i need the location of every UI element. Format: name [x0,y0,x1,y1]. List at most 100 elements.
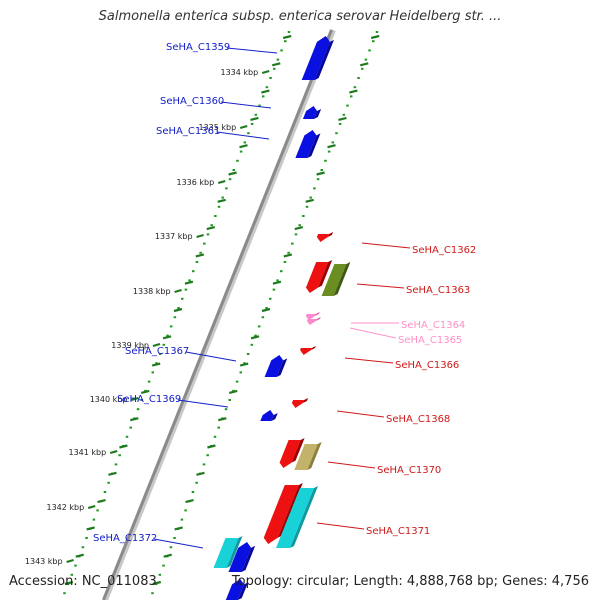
right-major-tick [272,280,282,285]
gene-label-leader [327,461,376,469]
left-major-tick [140,389,150,394]
map-title: Salmonella enterica subsp. enterica sero… [98,9,502,24]
scale-tick-mark [174,288,182,294]
gene-label: SeHA_C1359 [166,42,230,53]
right-major-tick [261,307,271,313]
scale-tick-label: 1338 kbp [133,287,171,296]
scale-tick-mark [152,342,161,348]
right-major-tick [196,471,205,476]
right-major-tick [327,144,336,149]
gene-feature-body [264,355,284,377]
scale-tick-mark [261,69,270,75]
gene-feature-body [305,314,316,320]
gene-label: SeHA_C1360 [160,96,224,107]
gene-feature-body [295,130,317,158]
gene-label: SeHA_C1367 [125,346,189,357]
left-major-tick [130,417,139,422]
gene-feature [294,442,322,470]
gene-feature-body [291,400,305,408]
left-major-tick [184,280,194,285]
accession-text: Accession: NC_011083 [9,574,157,589]
gene-label-leader [316,522,365,530]
gene-label: SeHA_C1363 [406,285,470,296]
backbone-line [102,29,333,600]
gene-label: SeHA_C1370 [377,465,441,476]
gene-feature-shade [333,262,351,296]
gene-feature-body [305,262,329,293]
right-major-tick [163,553,172,558]
right-major-tick [370,34,380,40]
left-major-tick [282,34,292,40]
gene-label-leader [336,410,385,418]
gene-feature-body [321,264,347,296]
gene-label-leader [220,101,272,109]
gene-feature-body [260,410,274,421]
gene-label-leader [361,242,411,249]
gene-label: SeHA_C1364 [401,320,465,331]
gene-feature-shade [302,398,309,404]
scale-tick-mark [196,233,204,239]
left-major-tick [217,198,226,203]
left-major-tick [64,580,74,586]
gene-feature-shade [237,582,249,600]
right-major-tick [316,171,325,176]
gene-label-leader [344,357,394,364]
left-major-tick [261,89,270,94]
gene-label-leader [356,283,405,289]
left-major-tick [239,144,248,149]
gene-feature [213,536,243,568]
gene-label: SeHA_C1361 [156,126,220,137]
scale-tick-mark [131,396,139,402]
right-major-tick [152,580,162,586]
gene-feature-shade [291,438,305,463]
gene-label-leader [185,351,237,362]
gene-feature [302,106,322,119]
gene-label: SeHA_C1372 [93,533,157,544]
gene-feature-shade [226,536,243,568]
gene-feature-shade [317,260,333,288]
gene-feature-shade [290,486,318,548]
left-major-tick [228,171,237,176]
gene-label: SeHA_C1366 [395,360,459,371]
left-major-tick [162,335,172,340]
gene-feature-shade [313,108,322,119]
left-major-tick [119,444,128,449]
gene-feature-shade [241,545,256,572]
scale-tick-mark [239,124,248,130]
gene-feature-shade [271,412,278,421]
gene-feature [301,36,334,80]
gene-feature [264,355,288,377]
gene-feature-body [228,542,252,572]
gene-feature-shade [315,317,321,321]
scale-tick-label: 1337 kbp [155,232,193,241]
gene-feature [321,262,351,296]
scale-tick-label: 1343 kbp [25,557,63,566]
gene-label-leader [153,538,204,549]
scale-tick-label: 1339 kbp [111,341,149,350]
scale-tick-mark [109,449,118,455]
gene-feature [306,317,321,325]
scale-tick-label: 1340 kbp [90,395,128,404]
gene-feature-shade [327,232,334,238]
gene-feature-body [300,348,312,355]
gene-feature-shade [276,358,288,377]
gene-feature [305,312,320,320]
gene-feature [305,260,333,293]
gene-feature-body [279,440,301,468]
gene-feature [295,130,321,158]
right-major-tick [228,389,238,394]
gene-feature-body [302,106,318,119]
right-major-tick [174,526,183,531]
gene-feature [263,483,303,544]
left-major-tick [195,253,205,258]
gene-feature-shade [307,442,322,470]
gene-feature-shade [311,346,316,351]
gene-feature-shade [277,483,303,538]
right-major-tick [338,116,347,121]
left-major-tick [108,471,117,476]
right-major-tick [207,444,216,449]
gene-feature [300,346,316,355]
label-layer: SeHA_C1359 SeHA_C1360 SeHA_C1361 SeHA_C1362… [93,42,476,549]
right-major-tick [294,226,304,231]
